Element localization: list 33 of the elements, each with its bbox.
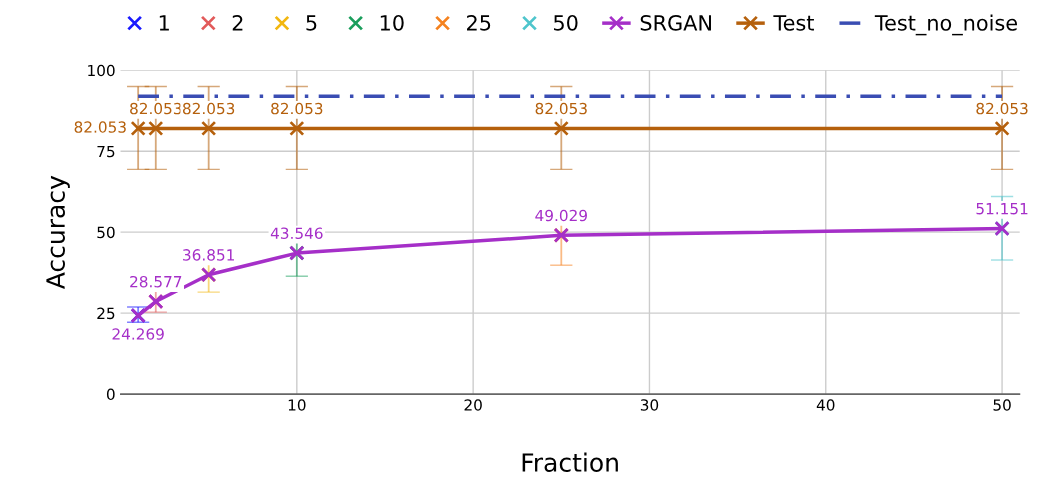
x-tick-label: 30: [640, 399, 659, 411]
data-label: 51.151: [976, 203, 1028, 215]
legend-label: Test_no_noise: [874, 14, 1017, 36]
y-tick-label: 75: [97, 145, 115, 158]
x-axis-title: Fraction: [522, 452, 618, 472]
y-tick-label: 50: [97, 226, 115, 239]
data-label: 36.851: [183, 249, 234, 261]
data-label: 82.053: [271, 102, 323, 115]
data-label: 82.053: [74, 121, 126, 133]
legend-label: 5: [306, 15, 317, 31]
x-tick-label: 10: [288, 399, 306, 411]
data-label: 82.053: [130, 102, 182, 115]
legend-label: Test: [773, 15, 814, 31]
legend-label: 25: [467, 14, 491, 31]
legend-label: 1: [159, 15, 169, 31]
y-tick-label: 0: [106, 388, 115, 401]
y-tick-label: 25: [97, 307, 115, 320]
data-label: 82.053: [182, 102, 235, 115]
x-tick-label: 40: [816, 399, 835, 411]
y-axis-title: Accuracy: [46, 175, 70, 290]
data-label: 28.577: [130, 275, 182, 288]
data-label: 82.053: [976, 102, 1028, 115]
legend-label: SRGAN: [640, 14, 711, 31]
y-tick-label: 100: [88, 64, 115, 77]
legend-label: 2: [232, 14, 243, 31]
data-label: 43.546: [270, 227, 323, 239]
legend-label: 50: [554, 14, 578, 31]
x-tick-label: 50: [993, 399, 1011, 411]
data-label: 24.269: [112, 328, 164, 340]
data-label: 49.029: [535, 209, 587, 222]
x-tick-label: 20: [464, 399, 482, 411]
data-label: 82.053: [535, 102, 587, 115]
legend-label: 10: [380, 14, 404, 31]
